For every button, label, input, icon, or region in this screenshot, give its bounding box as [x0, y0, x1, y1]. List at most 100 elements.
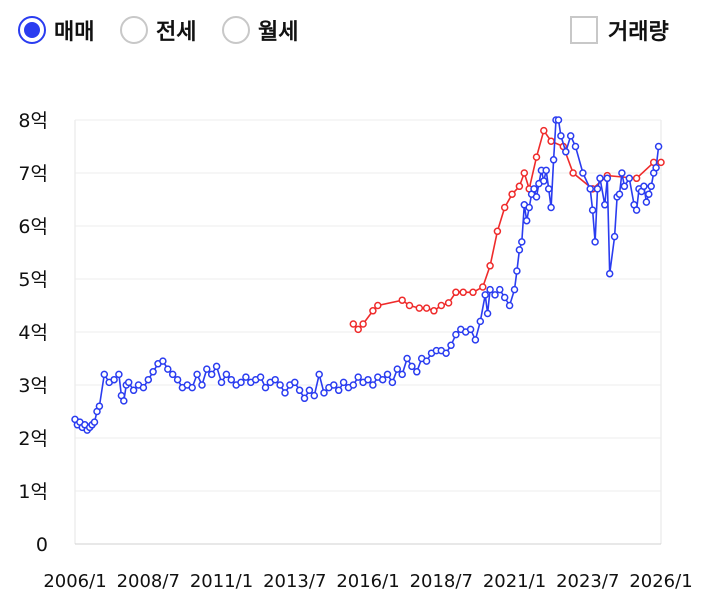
data-point	[466, 325, 475, 334]
data-point	[276, 381, 284, 389]
data-point	[642, 198, 651, 206]
data-point	[508, 190, 516, 198]
data-point	[596, 174, 604, 183]
radio-jeonse-label: 전세	[156, 20, 197, 45]
data-point	[557, 132, 565, 140]
data-point	[378, 375, 387, 384]
volume-checkbox[interactable]: 거래량	[570, 14, 669, 46]
data-point	[320, 389, 328, 397]
data-point	[159, 357, 167, 365]
data-point	[261, 383, 270, 392]
data-point	[554, 116, 563, 124]
y-axis-ticks: 0 1억 2억 3억 4억 5억 6억 7억 8억	[18, 110, 48, 556]
data-point	[398, 296, 406, 304]
data-point	[522, 216, 531, 225]
data-point	[542, 166, 550, 175]
data-point	[505, 301, 514, 310]
data-point	[393, 365, 402, 373]
data-point	[493, 227, 502, 236]
x-tick-label: 2016/1	[336, 571, 399, 592]
chart-controls: 매매 전세 월세 거래량	[0, 0, 717, 60]
data-point	[547, 203, 555, 212]
radio-monthly-rent-label: 월세	[258, 20, 299, 45]
data-point	[115, 370, 123, 379]
data-point	[532, 193, 541, 201]
data-point	[129, 386, 138, 395]
data-point	[193, 370, 201, 379]
data-point	[212, 362, 221, 371]
x-tick-label: 2021/1	[483, 571, 546, 592]
data-point	[549, 156, 558, 164]
data-point	[518, 238, 526, 246]
x-tick-label: 2023/7	[556, 571, 619, 592]
radio-monthly-rent-indicator	[222, 16, 250, 44]
data-point	[124, 378, 133, 387]
data-point	[354, 373, 362, 381]
data-point	[562, 148, 570, 156]
data-point	[271, 375, 279, 384]
data-point	[139, 383, 148, 392]
data-point	[430, 307, 438, 315]
y-tick-label: 1억	[18, 481, 48, 503]
data-point	[452, 330, 460, 339]
data-point	[515, 182, 524, 191]
x-tick-label: 2008/7	[117, 571, 180, 592]
data-point	[256, 373, 265, 381]
data-point	[95, 402, 104, 410]
volume-checkbox-label: 거래량	[608, 20, 669, 45]
data-point	[444, 299, 453, 307]
radio-sale-indicator	[18, 16, 46, 44]
data-point	[168, 370, 177, 379]
data-point	[654, 142, 663, 151]
data-point	[481, 291, 489, 299]
data-point	[334, 386, 343, 395]
data-point	[547, 137, 555, 145]
x-tick-label: 2018/7	[410, 571, 473, 592]
data-point	[442, 349, 450, 357]
radio-jeonse-indicator	[120, 16, 148, 44]
data-point	[173, 375, 182, 384]
data-point	[571, 142, 580, 151]
volume-checkbox-box	[570, 16, 598, 44]
radio-jeonse[interactable]: 전세	[120, 12, 196, 48]
data-point	[544, 185, 553, 193]
radio-monthly-rent[interactable]: 월세	[222, 12, 298, 48]
data-point	[388, 378, 397, 387]
chart-series	[71, 116, 665, 434]
x-tick-label: 2013/7	[263, 571, 326, 592]
data-point	[530, 185, 538, 193]
data-point	[291, 378, 299, 387]
data-point	[632, 206, 641, 214]
data-point	[520, 169, 529, 177]
data-point	[188, 383, 196, 392]
data-point	[500, 203, 509, 212]
data-point	[90, 418, 99, 426]
data-point	[144, 375, 153, 384]
data-point	[603, 174, 612, 183]
data-point	[100, 370, 109, 379]
y-tick-label: 2억	[18, 428, 48, 450]
y-tick-label: 0	[36, 534, 48, 556]
data-point	[525, 203, 533, 212]
data-point	[405, 301, 414, 310]
x-axis-ticks: 2006/1 2008/7 2011/1 2013/7 2016/1 2018/7 2021…	[43, 571, 692, 592]
data-point	[222, 370, 231, 379]
data-point	[479, 283, 487, 291]
data-point	[591, 238, 599, 246]
radio-sale[interactable]: 매매	[18, 12, 94, 48]
data-point	[198, 381, 206, 389]
data-point	[579, 169, 587, 177]
data-point	[349, 381, 358, 389]
data-point	[437, 301, 446, 310]
data-point	[300, 394, 309, 403]
data-point	[476, 317, 485, 326]
data-point	[164, 365, 172, 373]
data-point	[588, 206, 597, 214]
data-point	[315, 370, 323, 379]
data-point	[398, 370, 406, 379]
data-point	[349, 320, 358, 328]
data-point	[632, 174, 641, 183]
chart-grid	[74, 119, 662, 545]
data-point	[364, 375, 372, 384]
data-point	[510, 285, 519, 294]
